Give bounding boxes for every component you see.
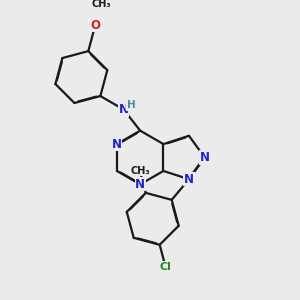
Text: N: N <box>200 151 210 164</box>
Text: N: N <box>184 173 194 186</box>
Text: CH₃: CH₃ <box>91 0 111 9</box>
Text: Cl: Cl <box>160 262 172 272</box>
Text: H: H <box>127 100 136 110</box>
Text: N: N <box>118 103 129 116</box>
Text: O: O <box>90 19 100 32</box>
Text: N: N <box>135 178 145 191</box>
Text: CH₃: CH₃ <box>130 166 150 176</box>
Text: N: N <box>112 138 122 151</box>
